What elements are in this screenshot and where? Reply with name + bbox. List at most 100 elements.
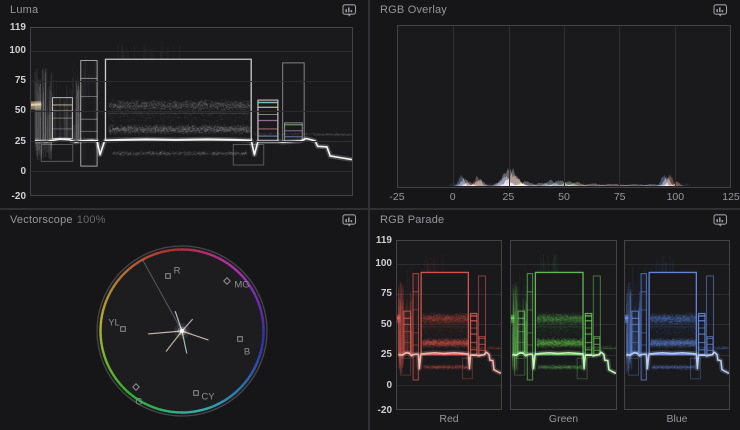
luma-gridline	[31, 81, 352, 82]
rgb-overlay-panel-title: RGB Overlay	[380, 4, 447, 16]
vectorscope-hue-ring-segment	[198, 410, 203, 411]
panel-divider-vertical	[368, 0, 370, 430]
vectorscope-hue-ring-segment	[104, 301, 106, 306]
rgb-overlay-x-tick: 75	[600, 191, 640, 203]
parade-channel-label: Blue	[624, 413, 730, 425]
vectorscope-hue-ring-segment	[104, 356, 106, 361]
vectorscope-hue-ring-segment	[160, 410, 165, 411]
luma-y-tick: 50	[0, 105, 26, 116]
vectorscope-hue-ring-segment	[102, 347, 103, 352]
rgb-overlay-x-tick: 50	[544, 191, 584, 203]
vectorscope-hue-ring-segment	[207, 407, 212, 409]
vectorscope-hue-ring-segment	[203, 252, 208, 253]
vectorscope-hue-ring-segment	[101, 318, 102, 323]
parade-plot-green	[510, 240, 617, 410]
vectorscope-hue-ring-segment	[102, 314, 103, 319]
vectorscope-hue-ring-segment	[190, 412, 195, 413]
vectorscope-hue-ring-segment	[195, 251, 200, 252]
vectorscope-hue-ring-segment	[165, 250, 170, 251]
vectorscope-hue-ring-segment	[258, 356, 260, 361]
vectorscope-hue-ring-segment	[262, 340, 263, 345]
vectorscope-label-r: R	[174, 266, 181, 277]
vectorscope-hue-ring-segment	[191, 250, 196, 251]
parade-channel-label: Red	[396, 413, 502, 425]
vectorscope-hue-ring-segment	[152, 407, 157, 409]
vectorscope-hue-ring-segment	[262, 344, 263, 349]
scope-settings-glyph	[713, 4, 728, 18]
vectorscope-label-cy: CY	[201, 392, 215, 403]
vectorscope-graticule: R MG YL B G CY	[0, 209, 368, 430]
rgb-parade-y-tick: 100	[368, 258, 392, 269]
luma-gridline	[31, 141, 352, 142]
rgb-parade-y-tick: 75	[368, 288, 392, 299]
parade-plot-red	[396, 240, 502, 410]
rgb-parade-y-tick: 0	[368, 380, 392, 391]
vectorscope-hue-ring-segment	[260, 306, 261, 311]
rgb-overlay-gridline	[675, 26, 676, 187]
vectorscope-hue-ring-segment	[101, 339, 102, 344]
rgb-parade-y-tick: 50	[368, 319, 392, 330]
vectorscope-hue-ring-segment	[262, 314, 263, 319]
luma-y-tick: 100	[0, 45, 26, 56]
luma-title-text: Luma	[10, 4, 38, 16]
parade-channel-label: Green	[510, 413, 617, 425]
parade-trace-green	[511, 241, 616, 409]
parade-plot-blue	[624, 240, 730, 410]
vectorscope-hue-ring-segment	[199, 251, 204, 252]
vectorscope-hue-ring-segment	[261, 310, 262, 315]
vectorscope-hue-ring-segment	[101, 343, 102, 348]
rgb-overlay-x-tick: 125	[711, 191, 740, 203]
luma-y-tick: 0	[0, 166, 26, 177]
vectorscope-hue-ring-segment	[258, 302, 260, 307]
parade-trace-red	[397, 241, 501, 409]
rgb-overlay-x-tick: 100	[655, 191, 695, 203]
rgb-parade-y-tick: 25	[368, 349, 392, 360]
luma-gridline	[31, 171, 352, 172]
vectorscope-hue-ring-segment	[103, 352, 104, 357]
vectorscope-hue-ring-segment	[102, 309, 103, 314]
vectorscope-hue-ring-segment	[263, 318, 264, 323]
scope-settings-glyph	[713, 214, 728, 228]
vectorscope-hue-ring-segment	[194, 411, 199, 412]
vectorscope-hue-ring-segment	[153, 253, 158, 255]
luma-y-tick: 75	[0, 75, 26, 86]
luma-scope-settings-icon[interactable]	[341, 3, 358, 19]
luma-gridline	[31, 51, 352, 52]
scope-settings-glyph	[342, 4, 357, 18]
rgb-overlay-histogram-plot	[397, 25, 731, 188]
rgb-parade-scope-settings-icon[interactable]	[712, 213, 729, 229]
luma-y-tick: -20	[0, 191, 26, 202]
luma-y-tick: 119	[0, 22, 26, 33]
rgb-overlay-title-text: RGB Overlay	[380, 4, 447, 16]
rgb-parade-y-tick: -20	[368, 405, 392, 416]
rgb-overlay-x-tick: 0	[433, 191, 473, 203]
rgb-overlay-gridline	[619, 26, 620, 187]
video-scopes-panel: Luma RGB Overlay	[0, 0, 740, 430]
vectorscope-label-mg: MG	[234, 280, 249, 291]
rgb-parade-y-tick: 119	[368, 235, 392, 246]
vectorscope-hue-ring-segment	[103, 305, 104, 310]
vectorscope-hue-ring-segment	[165, 411, 170, 412]
vectorscope-trace-center	[180, 329, 184, 333]
vectorscope-hue-ring-segment	[169, 411, 174, 412]
vectorscope-hue-ring-segment	[169, 250, 174, 251]
luma-panel-title: Luma	[10, 4, 38, 16]
luma-y-tick: 25	[0, 136, 26, 147]
rgb-overlay-gridline	[453, 26, 454, 187]
parade-trace-blue	[625, 241, 729, 409]
vectorscope-hue-ring-segment	[157, 252, 162, 253]
vectorscope-label-yl: YL	[108, 318, 120, 329]
vectorscope-hue-ring-segment	[161, 251, 166, 252]
luma-gridline	[31, 111, 352, 112]
rgb-overlay-x-tick: 25	[488, 191, 528, 203]
rgb-overlay-scope-settings-icon[interactable]	[712, 3, 729, 19]
rgb-overlay-gridline	[509, 26, 510, 187]
vectorscope-label-b: B	[244, 347, 250, 358]
rgb-overlay-x-tick: -25	[377, 191, 417, 203]
vectorscope-label-g: G	[135, 397, 142, 408]
rgb-parade-title-text: RGB Parade	[380, 214, 444, 226]
vectorscope-hue-ring-segment	[203, 409, 208, 410]
luma-waveform-plot	[30, 27, 353, 196]
vectorscope-hue-ring-segment	[207, 253, 212, 255]
vectorscope-hue-ring-segment	[261, 348, 262, 353]
